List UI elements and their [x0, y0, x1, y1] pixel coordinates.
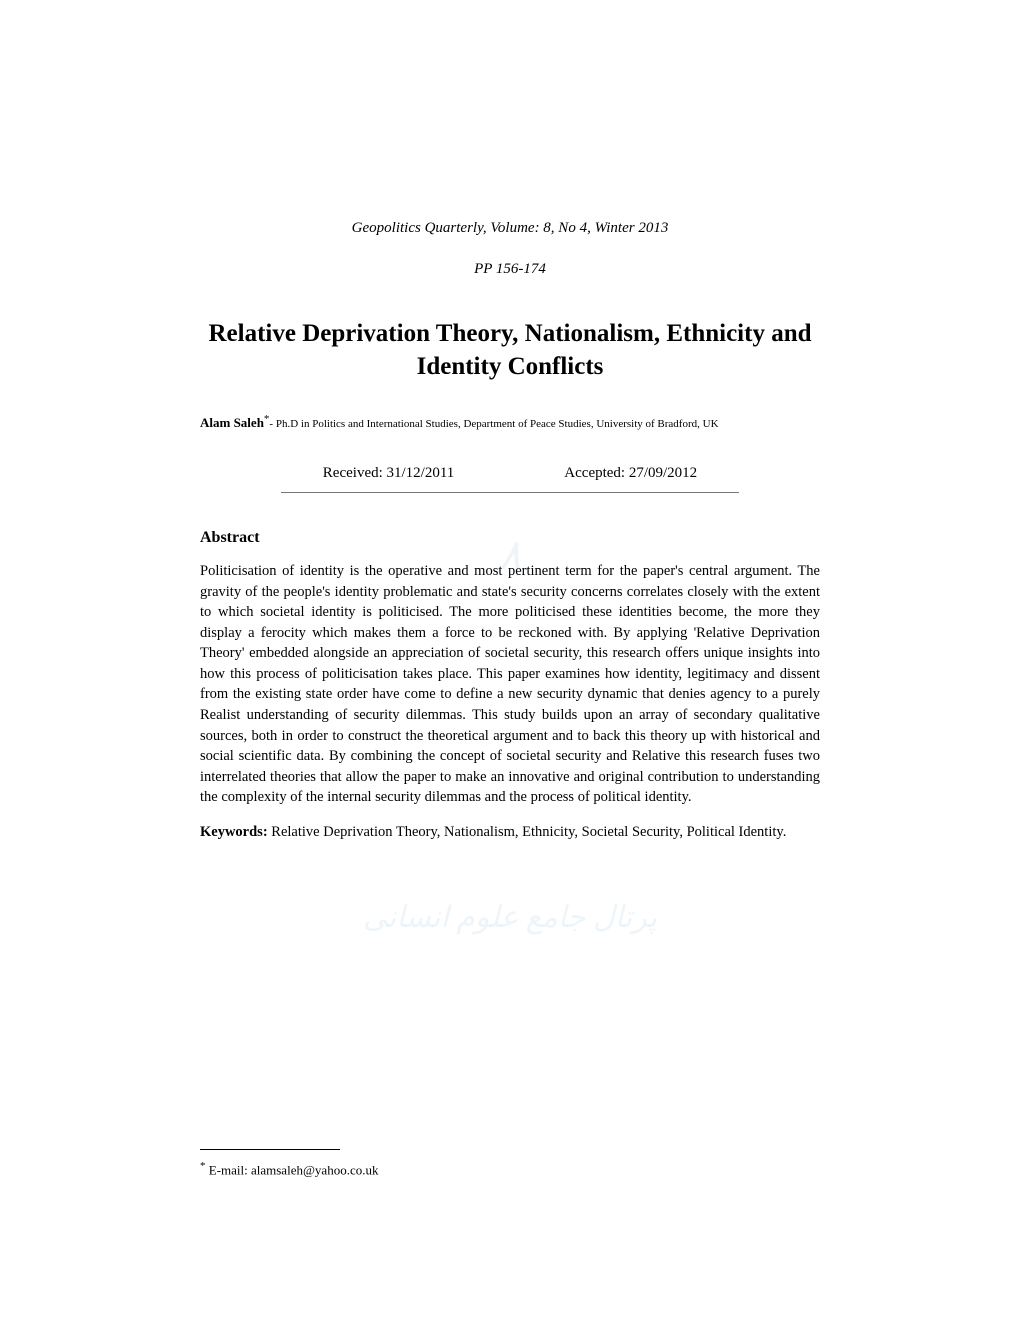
keywords-label: Keywords: [200, 824, 268, 840]
footnote-separator [200, 1149, 340, 1150]
header-divider [281, 492, 740, 493]
page-content: Geopolitics Quarterly, Volume: 8, No 4, … [0, 0, 1020, 923]
author-affiliation: Ph.D in Politics and International Studi… [276, 418, 719, 430]
abstract-heading: Abstract [200, 529, 820, 547]
paper-title: Relative Deprivation Theory, Nationalism… [200, 318, 820, 383]
footnote: * E-mail: alamsaleh@yahoo.co.uk [200, 1160, 378, 1178]
footnote-text: E-mail: alamsaleh@yahoo.co.uk [206, 1162, 379, 1177]
keywords-text: Relative Deprivation Theory, Nationalism… [268, 824, 787, 840]
page-range: PP 156-174 [200, 261, 820, 278]
abstract-body: Politicisation of identity is the operat… [200, 561, 820, 808]
author-name: Alam Saleh [200, 415, 264, 430]
keywords-line: Keywords: Relative Deprivation Theory, N… [200, 822, 820, 843]
journal-header: Geopolitics Quarterly, Volume: 8, No 4, … [200, 220, 820, 237]
received-date: Received: 31/12/2011 [323, 465, 455, 482]
dates-row: Received: 31/12/2011 Accepted: 27/09/201… [200, 465, 820, 482]
author-line: Alam Saleh*- Ph.D in Politics and Intern… [200, 413, 820, 431]
accepted-date: Accepted: 27/09/2012 [564, 465, 697, 482]
